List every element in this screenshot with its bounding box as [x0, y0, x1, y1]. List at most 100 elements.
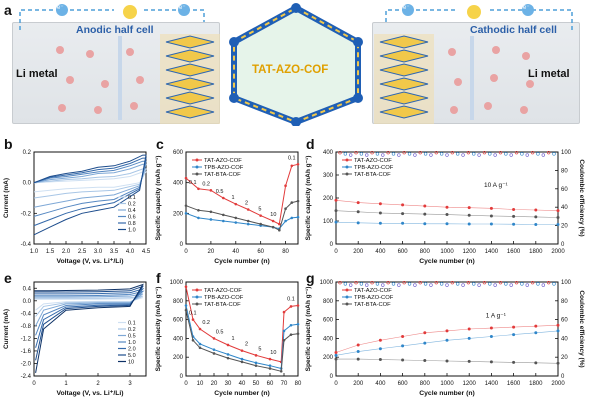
panel-f-legend-marker — [195, 295, 199, 299]
panel-f-data-point — [212, 348, 216, 351]
panel-g-legend-marker — [345, 288, 349, 292]
panel-g-ce-point — [348, 283, 353, 287]
panel-d-ce-point — [386, 150, 390, 155]
separator-right — [470, 36, 474, 120]
cof-layers-left — [160, 34, 220, 124]
panel-d-ce-point — [488, 152, 492, 156]
panel-c-data-point — [197, 216, 200, 220]
panel-g-ce-point — [375, 282, 380, 286]
panel-b-x-axis-label: Voltage (V, vs. Li⁺/Li) — [56, 258, 123, 265]
panel-g-y-tick-label: 200 — [323, 355, 334, 361]
panel-g-y-tick-label: 600 — [323, 318, 334, 324]
panel-d-y-tick-label: 0 — [330, 242, 334, 248]
panel-d-y-tick-label: 200 — [323, 196, 334, 202]
panel-g-data-point — [556, 329, 560, 333]
panel-g-ce-point — [338, 280, 342, 285]
panel-f-x-tick-label: 60 — [267, 381, 274, 387]
panel-e-series-line — [34, 293, 144, 327]
external-circuit-right — [385, 4, 573, 30]
panel-d-x-tick-label: 1600 — [507, 249, 521, 255]
panel-f-x-tick-label: 40 — [239, 381, 246, 387]
panel-d-ce-point — [482, 150, 487, 155]
panel-f-legend-marker — [195, 302, 199, 306]
panel-c-y-tick-label: 0 — [180, 242, 184, 248]
panel-e-y-axis-label: Current (mA) — [3, 309, 10, 349]
panel-f-data-point — [254, 354, 258, 357]
panel-e-legend-label: 10 — [128, 360, 134, 366]
panel-f-data-point — [240, 349, 244, 352]
panel-f-data-point — [282, 329, 286, 333]
panel-b-x-tick-label: 4.5 — [142, 249, 151, 255]
panel-d-y-axis-label: Specific capacity (mAh g⁻¹) — [305, 156, 312, 241]
panel-f-rate-label: 5 — [258, 346, 261, 352]
panel-d-series-trend — [335, 221, 558, 225]
panel-d-ce-point — [461, 153, 465, 157]
panel-c-x-tick-label: 0 — [184, 249, 188, 255]
panel-d-ce-point — [498, 150, 503, 155]
lithium-ions-left — [56, 46, 144, 114]
panel-d-y-tick-label: 100 — [323, 219, 334, 225]
cof-name-label: TAT-AZO-COF — [252, 64, 329, 76]
panel-g-ce-point — [407, 282, 412, 286]
panel-c-data-point — [234, 202, 238, 206]
panel-g-y2-tick-label: 20 — [561, 355, 568, 361]
panel-f-y-axis-label: Specific capacity (mAh g⁻¹) — [155, 287, 162, 372]
panel-f-rate-label: 0.1 — [287, 297, 295, 303]
panel-g-ce-point — [530, 280, 535, 285]
panel-g-x-tick-label: 200 — [353, 381, 364, 387]
panel-c-data-point — [284, 184, 287, 188]
panel-e-series-line — [34, 297, 143, 311]
panel-c-rate-label: 0.1 — [288, 155, 296, 161]
panel-g-x-axis-label: Cycle number (n) — [419, 390, 475, 397]
panel-f-data-point — [212, 337, 216, 340]
panel-f-data-point — [226, 356, 230, 360]
panel-f-data-point — [226, 343, 230, 347]
panel-a: a Anodic half cell Li metal Cathodic hal… — [0, 0, 591, 130]
panel-f-data-point — [184, 304, 188, 307]
panel-d-series-trend — [335, 200, 559, 211]
panel-e-y-tick-label: -2.0 — [21, 361, 32, 367]
panel-f-rate-label: 1 — [232, 336, 235, 342]
panel-g-ce-point — [546, 280, 551, 285]
chart-f-rate: 0 10 20 30 40 50 60 70 8002004006008001000Cycle … — [155, 280, 302, 397]
panel-d-ce-point — [546, 150, 551, 155]
panel-e-y-tick-label: -0.8 — [21, 324, 32, 330]
panel-d-data-point — [334, 220, 338, 224]
panel-c-data-point — [284, 219, 287, 223]
panel-g-ce-point — [445, 283, 449, 287]
panel-c-data-point — [271, 219, 275, 223]
panel-f-data-point — [282, 338, 286, 342]
panel-g-y2-tick-label: 60 — [561, 318, 568, 324]
panel-c-rate-label: 0.2 — [202, 181, 210, 187]
panel-g-x-tick-label: 2000 — [551, 381, 565, 387]
panel-g-ce-point — [359, 282, 364, 286]
panel-b-legend-label: 0.2 — [128, 202, 136, 208]
panel-e-legend-label: 1.0 — [128, 340, 136, 346]
panel-d-ce-point — [536, 152, 540, 156]
panel-g-legend-marker — [345, 295, 349, 299]
panel-g-y2-tick-label: 40 — [561, 336, 568, 342]
panel-b-x-tick-label: 2.5 — [78, 249, 87, 255]
panel-c-rate-label: 0.5 — [216, 189, 224, 195]
panel-c-data-point — [278, 228, 281, 232]
panel-d-ce-point — [450, 150, 455, 155]
panel-d-ce-point — [397, 153, 401, 157]
panel-d-x-tick-label: 0 — [334, 249, 338, 255]
panel-b-x-tick-label: 3.5 — [110, 249, 119, 255]
panel-f-data-point — [296, 304, 300, 307]
panel-f-data-point — [289, 333, 293, 336]
chart-c-rate: 0 20 40 60 80 0 200 400 600 Cycle number (n) Speci… — [155, 150, 300, 265]
panel-c-data-point — [222, 196, 225, 200]
external-circuit-left — [19, 4, 205, 30]
panel-b-x-tick-label: 3.0 — [94, 249, 103, 255]
panel-f-data-point — [184, 308, 188, 312]
panel-f-data-point — [254, 364, 258, 367]
panel-b-legend-label: 0.1 — [128, 195, 136, 201]
panel-g-annotation: 1 A g⁻¹ — [486, 313, 507, 320]
panel-b-legend-label: 0.6 — [128, 215, 136, 221]
panel-f-series-line — [185, 305, 299, 370]
panel-d-y2-tick-label: 40 — [561, 205, 568, 211]
panel-g-ce-point — [504, 282, 508, 286]
panel-f-data-point — [226, 353, 230, 356]
panel-e-legend-label: 0.2 — [128, 327, 136, 333]
